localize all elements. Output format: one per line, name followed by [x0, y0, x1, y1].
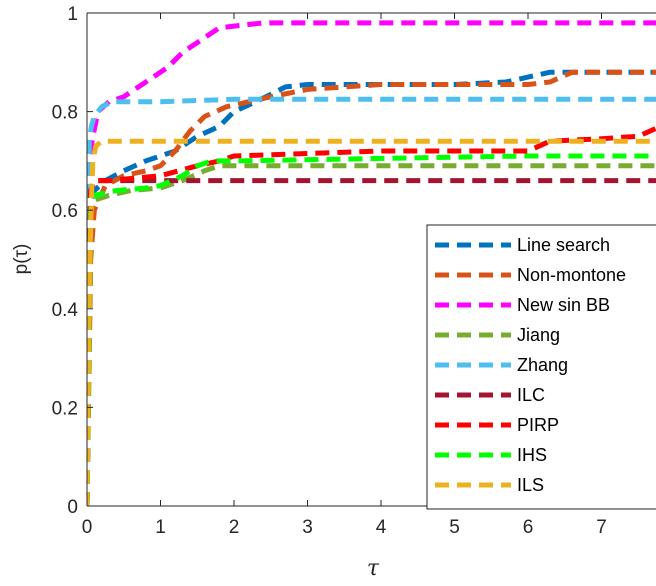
legend-label: ILS [517, 475, 544, 495]
x-tick-label: 7 [596, 517, 607, 538]
legend-label: Non-montone [517, 265, 626, 285]
legend-label: PIRP [517, 415, 559, 435]
series-line-9 [87, 138, 656, 506]
legend: Line search Non-montone New sin BB Jiang Zha… [426, 224, 656, 510]
y-tick-label: 1 [67, 4, 78, 25]
x-axis-label: τ [367, 556, 380, 581]
series-line-8 [87, 153, 656, 506]
legend-label: Jiang [517, 325, 560, 345]
y-tick-label: 0.2 [52, 398, 78, 419]
series-line-3 [87, 20, 656, 506]
x-tick-label: 6 [523, 517, 534, 538]
y-axis-label: p(τ) [11, 244, 32, 275]
axes-layer: 0 1 2 3 4 5 6 7 0 0.2 0.4 0.6 0.8 1 [52, 4, 656, 538]
series-line-4 [87, 163, 656, 506]
x-tick-label: 3 [302, 517, 313, 538]
y-tick-label: 0.8 [52, 103, 78, 124]
legend-label: Line search [517, 235, 610, 255]
x-tick-label: 2 [229, 517, 240, 538]
x-tick-label: 4 [376, 517, 387, 538]
x-tick-label: 5 [449, 517, 460, 538]
series-line-7 [87, 125, 656, 506]
legend-label: IHS [517, 445, 547, 465]
series-line-5 [87, 96, 656, 506]
series-layer [87, 20, 656, 506]
y-tick-label: 0.6 [52, 201, 78, 222]
legend-label: ILC [517, 385, 545, 405]
legend-label: New sin BB [517, 295, 610, 315]
legend-label: Zhang [517, 355, 568, 375]
x-tick-label: 1 [155, 517, 166, 538]
y-tick-label: 0 [67, 497, 78, 518]
x-tick-label: 0 [82, 517, 93, 538]
y-tick-label: 0.4 [52, 300, 79, 321]
